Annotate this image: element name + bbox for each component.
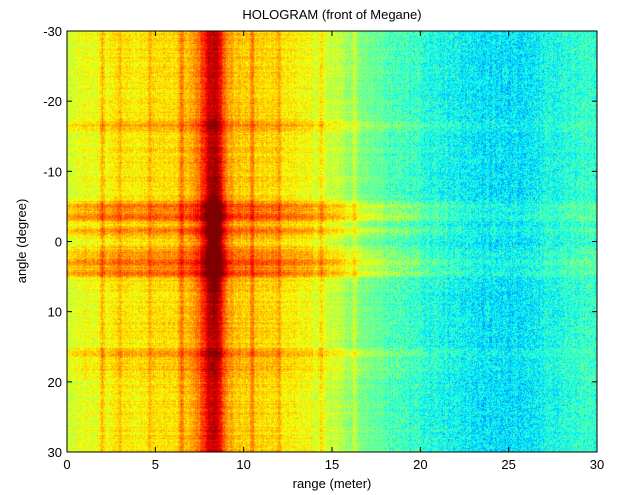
y-tick-label: -10: [43, 164, 62, 179]
y-tick-label: -30: [43, 24, 62, 39]
ticks-layer: 0 5 10 15 20 25 30 -30 -20 -10 0 10 20 30: [43, 24, 604, 472]
x-tick-label: 20: [413, 457, 427, 472]
y-tick-label: 10: [48, 305, 62, 320]
x-axis-title: range (meter): [293, 476, 372, 491]
x-tick-label: 0: [63, 457, 70, 472]
plot-frame: [66, 30, 598, 453]
y-tick-label: -20: [43, 94, 62, 109]
x-tick-label: 15: [325, 457, 339, 472]
x-tick-label: 25: [501, 457, 515, 472]
x-tick-label: 30: [590, 457, 604, 472]
y-tick-label: 20: [48, 375, 62, 390]
chart-title: HOLOGRAM (front of Megane): [242, 7, 421, 22]
heatmap-image: [67, 31, 597, 452]
x-tick-label: 10: [236, 457, 250, 472]
y-tick-label: 30: [48, 445, 62, 460]
x-tick-label: 5: [152, 457, 159, 472]
y-tick-label: 0: [55, 235, 62, 250]
y-axis-title: angle (degree): [14, 199, 29, 284]
